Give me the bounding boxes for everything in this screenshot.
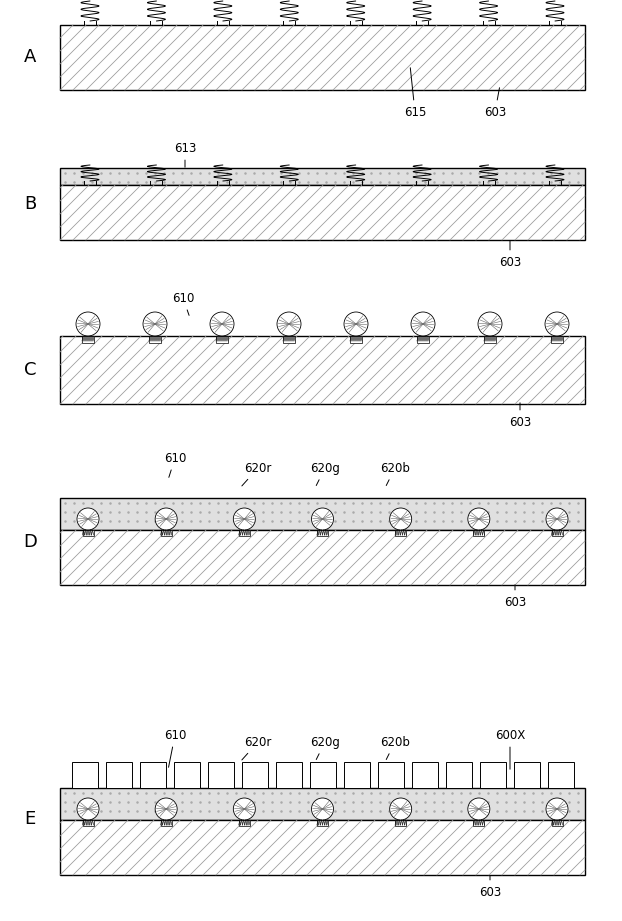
Bar — [395, 820, 406, 826]
Bar — [552, 530, 562, 536]
Ellipse shape — [143, 312, 167, 336]
Bar — [149, 336, 161, 343]
Bar — [241, 762, 267, 788]
Bar — [83, 820, 93, 826]
Text: 620g: 620g — [310, 736, 340, 760]
Ellipse shape — [76, 312, 100, 336]
Text: 610: 610 — [172, 292, 194, 315]
Text: 610: 610 — [164, 451, 186, 477]
Text: 620b: 620b — [380, 461, 410, 485]
Bar — [174, 762, 200, 788]
Bar — [139, 762, 165, 788]
Bar — [60, 498, 585, 530]
Bar — [239, 530, 250, 536]
Bar — [216, 336, 228, 343]
Bar — [412, 762, 437, 788]
Bar — [445, 762, 471, 788]
Text: C: C — [24, 361, 36, 379]
Ellipse shape — [77, 508, 99, 530]
Text: 620r: 620r — [242, 736, 272, 760]
Ellipse shape — [210, 312, 234, 336]
Ellipse shape — [233, 508, 256, 530]
Text: 603: 603 — [504, 585, 526, 609]
Bar — [208, 762, 233, 788]
Ellipse shape — [389, 798, 412, 820]
Bar — [310, 762, 335, 788]
Ellipse shape — [545, 312, 569, 336]
Bar — [60, 185, 585, 240]
Bar — [317, 530, 328, 536]
Ellipse shape — [546, 508, 568, 530]
Bar — [83, 530, 93, 536]
Bar — [160, 820, 172, 826]
Text: 603: 603 — [499, 240, 521, 269]
Ellipse shape — [478, 312, 502, 336]
Ellipse shape — [344, 312, 368, 336]
Bar — [484, 336, 496, 343]
Text: 610: 610 — [164, 729, 186, 767]
Ellipse shape — [468, 508, 490, 530]
Bar — [239, 820, 250, 826]
Text: E: E — [24, 810, 35, 827]
Bar — [378, 762, 404, 788]
Bar — [551, 336, 563, 343]
Text: 603: 603 — [509, 402, 531, 428]
Ellipse shape — [312, 508, 333, 530]
Text: B: B — [24, 195, 36, 213]
Text: 613: 613 — [174, 142, 196, 168]
Ellipse shape — [277, 312, 301, 336]
Bar — [514, 762, 539, 788]
Bar — [60, 25, 585, 90]
Bar — [473, 530, 485, 536]
Bar — [60, 336, 585, 404]
Bar — [350, 336, 362, 343]
Text: 620g: 620g — [310, 461, 340, 485]
Text: 600X: 600X — [495, 729, 525, 769]
Ellipse shape — [233, 798, 256, 820]
Ellipse shape — [546, 798, 568, 820]
Ellipse shape — [468, 798, 490, 820]
Bar — [60, 530, 585, 585]
Text: D: D — [23, 532, 37, 551]
Bar — [547, 762, 573, 788]
Bar — [160, 530, 172, 536]
Bar — [60, 820, 585, 875]
Bar — [317, 820, 328, 826]
Bar — [106, 762, 131, 788]
Text: 620b: 620b — [380, 736, 410, 760]
Ellipse shape — [77, 798, 99, 820]
Text: 603: 603 — [479, 876, 501, 899]
Bar — [343, 762, 369, 788]
Bar — [276, 762, 302, 788]
Text: A: A — [24, 49, 36, 66]
Bar — [283, 336, 295, 343]
Bar — [60, 168, 585, 185]
Bar — [395, 530, 406, 536]
Bar — [60, 788, 585, 820]
Bar — [82, 336, 94, 343]
Bar — [552, 820, 562, 826]
Bar — [72, 762, 98, 788]
Ellipse shape — [411, 312, 435, 336]
Ellipse shape — [155, 798, 177, 820]
Ellipse shape — [312, 798, 333, 820]
Text: 615: 615 — [404, 68, 426, 119]
Text: 603: 603 — [484, 87, 506, 119]
Text: 620r: 620r — [242, 461, 272, 486]
Bar — [417, 336, 429, 343]
Bar — [480, 762, 506, 788]
Bar — [473, 820, 485, 826]
Ellipse shape — [155, 508, 177, 530]
Ellipse shape — [389, 508, 412, 530]
